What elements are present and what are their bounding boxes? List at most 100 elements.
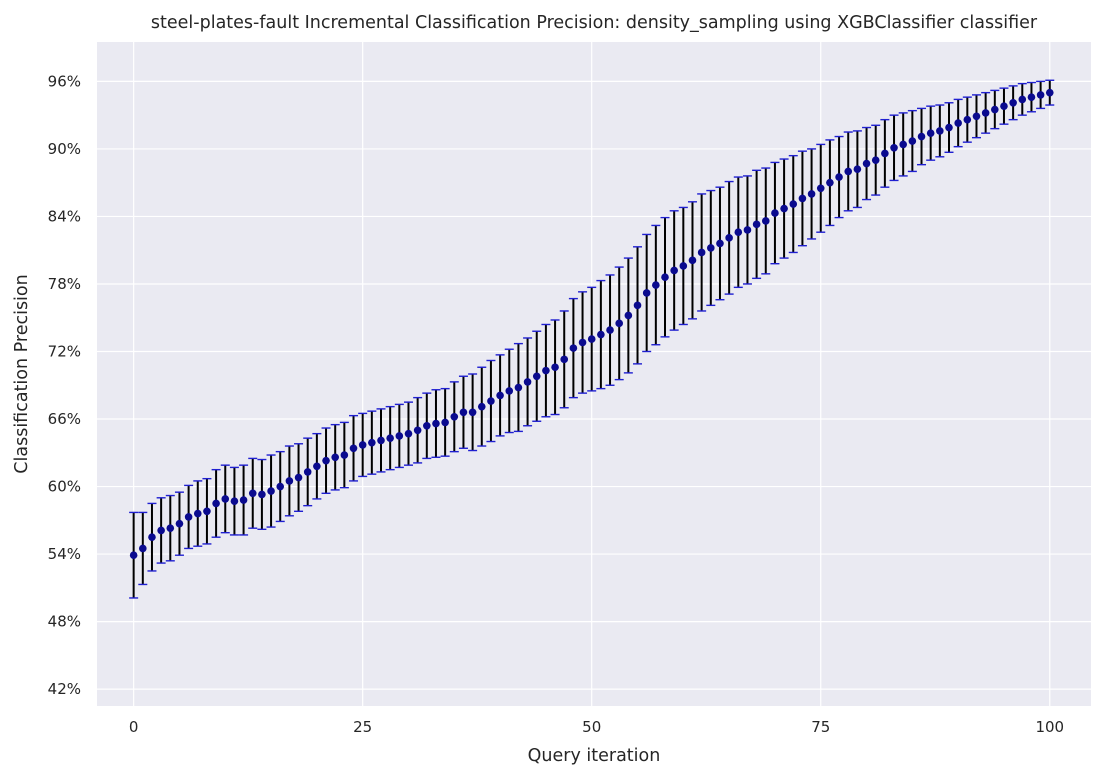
data-point xyxy=(908,137,917,145)
data-point xyxy=(688,256,697,265)
y-tick-label: 66% xyxy=(48,410,81,428)
x-tick-label: 100 xyxy=(1035,718,1064,736)
data-point xyxy=(248,489,257,498)
data-point xyxy=(899,140,907,149)
data-point xyxy=(413,426,422,435)
data-point xyxy=(771,209,779,217)
data-point xyxy=(578,338,587,347)
data-point xyxy=(212,499,220,508)
data-point xyxy=(1045,88,1054,97)
data-point xyxy=(404,429,413,438)
data-point xyxy=(816,184,825,193)
data-point xyxy=(542,366,550,375)
data-point xyxy=(624,311,633,320)
data-point xyxy=(395,432,404,440)
data-point xyxy=(184,513,193,521)
data-point xyxy=(871,156,880,164)
y-tick-label: 54% xyxy=(48,545,81,563)
x-tick-label: 0 xyxy=(129,718,139,736)
data-point xyxy=(606,326,614,334)
data-point xyxy=(734,228,743,236)
y-tick-label: 42% xyxy=(48,680,81,698)
data-point xyxy=(652,281,660,289)
data-point xyxy=(313,462,321,471)
data-point xyxy=(157,526,165,535)
y-tick-label: 96% xyxy=(48,72,81,90)
data-point xyxy=(743,226,752,234)
data-point xyxy=(926,129,935,137)
data-point xyxy=(276,482,285,491)
data-point xyxy=(798,194,807,203)
data-point xyxy=(707,244,715,252)
data-point xyxy=(862,159,871,168)
data-point xyxy=(835,173,843,181)
data-point xyxy=(725,234,733,242)
data-point xyxy=(258,490,266,499)
data-point xyxy=(881,149,889,158)
data-point xyxy=(239,496,248,504)
data-point xyxy=(972,112,981,121)
data-points xyxy=(129,88,1054,559)
data-point xyxy=(1036,91,1045,99)
data-point xyxy=(285,477,294,485)
data-point xyxy=(936,127,944,135)
data-point xyxy=(349,444,358,453)
y-tick-label: 78% xyxy=(48,275,81,293)
data-point xyxy=(468,408,477,417)
data-point xyxy=(175,519,184,528)
data-point xyxy=(587,335,596,343)
data-point xyxy=(807,190,816,198)
data-point xyxy=(826,178,834,187)
data-point xyxy=(716,239,724,248)
data-point xyxy=(633,301,642,310)
data-point xyxy=(221,495,230,503)
y-tick-label: 72% xyxy=(48,342,81,360)
data-point xyxy=(1000,102,1008,110)
data-point xyxy=(505,387,514,395)
data-point xyxy=(487,397,495,405)
x-axis-label: Query iteration xyxy=(528,746,661,766)
data-point xyxy=(358,441,367,449)
y-tick-label: 48% xyxy=(48,613,81,631)
plot-area xyxy=(97,42,1091,706)
y-tick-label: 84% xyxy=(48,207,81,225)
data-point xyxy=(615,319,623,328)
data-point xyxy=(441,418,449,427)
data-point xyxy=(560,355,569,364)
data-point xyxy=(1027,93,1036,101)
y-tick-label: 90% xyxy=(48,140,81,158)
data-point xyxy=(679,262,688,270)
data-point xyxy=(780,204,788,213)
x-tick-label: 75 xyxy=(811,718,830,736)
data-point xyxy=(322,456,330,465)
data-point xyxy=(761,217,770,225)
data-point xyxy=(789,200,798,208)
tick-labels: 42% 48% 54% 60% 66% 72% 78% 84% 90% 96% 0 25 50 75 100 xyxy=(48,72,1064,736)
data-point xyxy=(432,419,440,428)
data-point xyxy=(963,115,972,124)
data-point xyxy=(368,438,376,447)
data-point xyxy=(386,434,394,442)
data-point xyxy=(945,123,953,132)
data-point xyxy=(450,412,459,421)
data-point xyxy=(129,551,138,559)
data-point xyxy=(139,544,147,553)
data-point xyxy=(853,165,862,173)
x-tick-label: 50 xyxy=(582,718,601,736)
data-point xyxy=(1018,95,1027,104)
data-point xyxy=(423,421,431,430)
data-point xyxy=(193,509,202,518)
data-point xyxy=(303,468,312,476)
data-point xyxy=(844,167,853,176)
data-point xyxy=(991,105,999,114)
data-point xyxy=(514,383,523,392)
data-point xyxy=(267,487,275,495)
data-point xyxy=(496,391,504,400)
data-point xyxy=(340,451,349,459)
data-point xyxy=(697,248,706,257)
data-point xyxy=(377,436,385,445)
data-point xyxy=(230,497,239,505)
data-point xyxy=(477,402,486,411)
